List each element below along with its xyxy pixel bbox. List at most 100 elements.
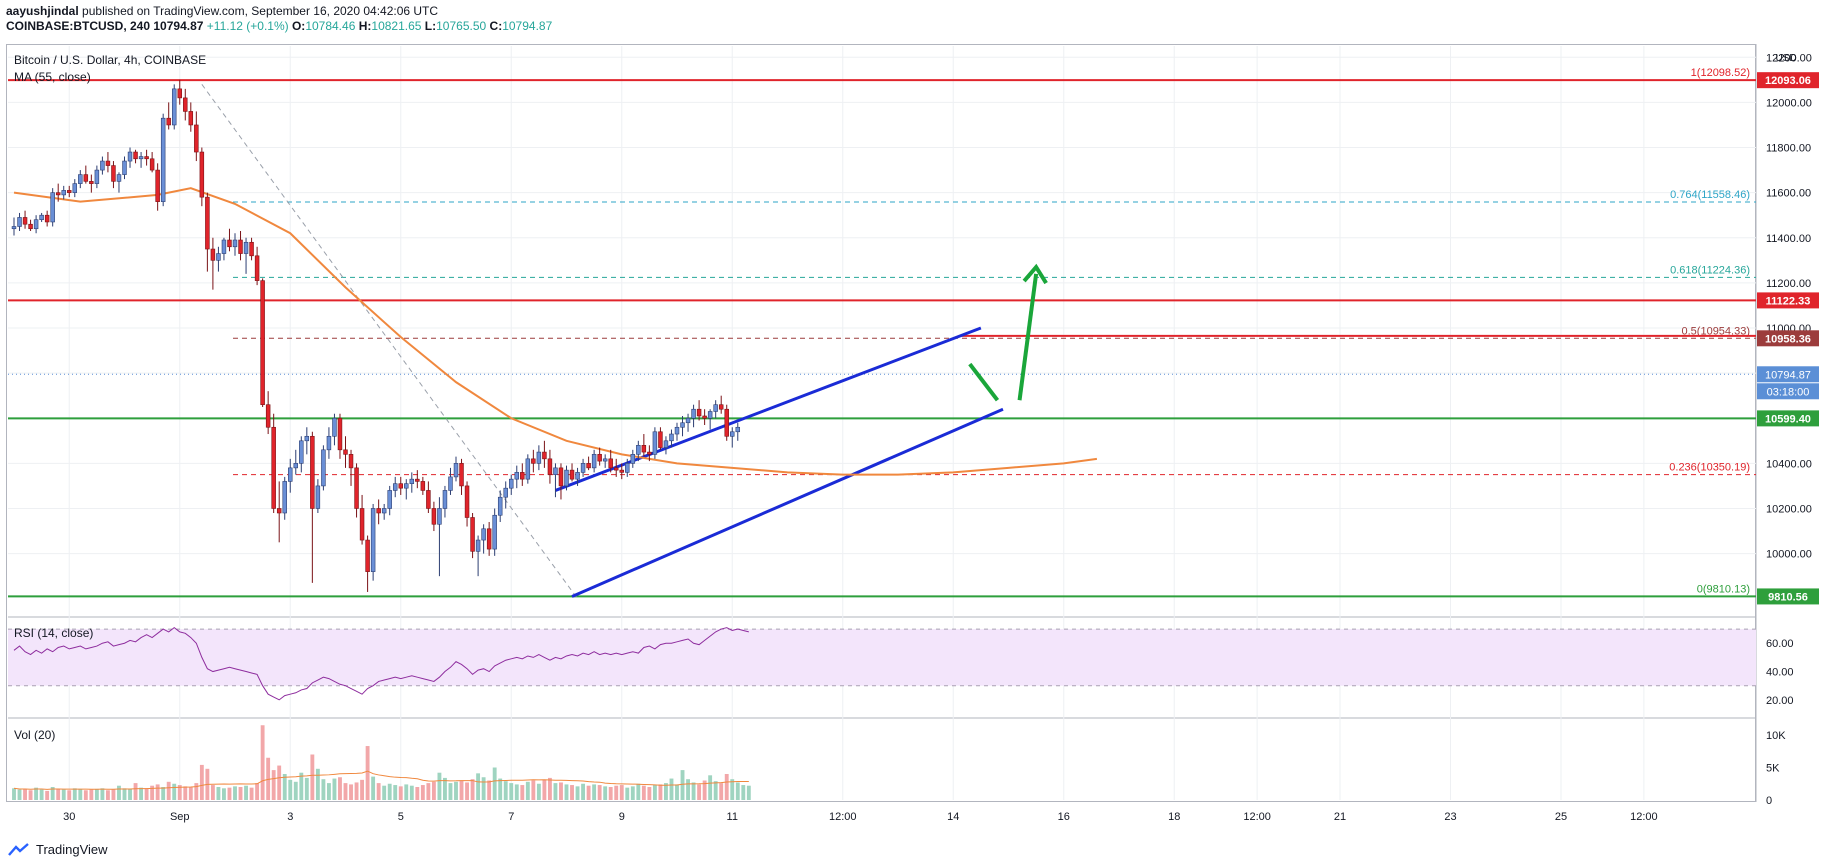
last-price-tag-bg [1757, 366, 1819, 383]
candle-body [39, 214, 44, 221]
volume-bar [161, 787, 166, 800]
volume-bar [338, 777, 342, 800]
candle-body [276, 508, 282, 514]
volume-bar [238, 787, 243, 800]
x-tick-label: 12:00 [1630, 811, 1658, 823]
volume-bar [481, 777, 486, 800]
candle-body [28, 223, 33, 230]
candle-body [696, 408, 702, 417]
candle-body [11, 226, 17, 230]
candle-body [415, 478, 420, 482]
candle-body [89, 181, 94, 184]
candle-body [536, 451, 542, 464]
volume-bar [233, 786, 237, 800]
candle-body [138, 156, 144, 160]
volume-bar [183, 786, 188, 800]
volume-bar [332, 778, 337, 800]
candle-body [470, 517, 475, 552]
volume-bar [581, 783, 586, 800]
volume-bar [641, 785, 646, 800]
volume-bar [702, 780, 707, 800]
candle-body [370, 508, 376, 572]
candle-body [525, 458, 531, 480]
candle-body [569, 469, 575, 480]
volume-bar [448, 783, 453, 800]
volume-bar [17, 789, 22, 800]
candle-body [205, 196, 210, 250]
volume-bar [503, 781, 508, 800]
volume-bar [222, 788, 226, 800]
price-tag-bg [1757, 410, 1819, 427]
volume-bar [326, 783, 331, 800]
tradingview-logo-icon [8, 842, 29, 856]
candle-body [321, 449, 326, 487]
volume-bar [597, 785, 602, 800]
candle-body [326, 435, 332, 451]
candle-body [282, 481, 287, 514]
vol-tick-label: 10K [1766, 730, 1786, 742]
volume-bar [299, 772, 304, 800]
candle-body [647, 451, 652, 455]
volume-bar [89, 789, 94, 800]
candle-body [293, 463, 299, 469]
open-value: 10784.46 [305, 19, 356, 33]
price-tag-label: 10599.40 [1765, 413, 1811, 425]
candle-body [55, 192, 61, 196]
candle-body [575, 472, 580, 480]
rsi-tick-label: 60.00 [1766, 638, 1794, 650]
volume-bar [244, 785, 248, 800]
candle-body [50, 192, 55, 223]
x-tick-label: 23 [1444, 811, 1456, 823]
volume-bar [415, 787, 420, 800]
y-tick-label: 10400.00 [1766, 458, 1812, 470]
volume-bar [669, 778, 674, 800]
candle-body [216, 253, 221, 261]
x-tick-label: 30 [63, 811, 75, 823]
volume-bar [321, 779, 326, 800]
candle-body [17, 217, 22, 227]
x-tick-label: 21 [1334, 811, 1346, 823]
volume-bar [45, 790, 50, 800]
candle-body [718, 404, 724, 410]
level-label: 1(12098.52) [1691, 67, 1750, 79]
volume-bar [730, 779, 735, 800]
volume-bar [94, 788, 99, 800]
volume-bar [465, 782, 469, 800]
drawings [201, 84, 1048, 600]
candle-body [376, 508, 381, 514]
candle-body [707, 411, 713, 419]
volume-bar [360, 779, 365, 800]
author-name[interactable]: aayushjindal [6, 4, 79, 18]
volume-bar [658, 784, 663, 800]
volume-bar [83, 790, 88, 800]
candle-body [724, 408, 729, 437]
last-price-tag-label: 10794.87 [1765, 369, 1811, 381]
x-tick-label: 9 [619, 811, 625, 823]
candle-body [547, 458, 553, 475]
y-tick-label: 12000.00 [1766, 97, 1812, 109]
price-tag-bg [1757, 72, 1819, 89]
candle-body [431, 508, 437, 525]
volume-bar [619, 785, 624, 800]
volume-bar [56, 788, 61, 800]
volume-bar [443, 777, 447, 800]
volume-bar [371, 776, 376, 800]
candle-body [348, 454, 354, 469]
ma55-line [13, 187, 1098, 476]
volume-bar [708, 775, 713, 800]
candle-body [238, 239, 243, 254]
x-tick-label: 12:00 [829, 811, 857, 823]
footer-brand[interactable]: TradingView [8, 842, 108, 857]
x-tick-label: 25 [1555, 811, 1567, 823]
volume-bar [139, 787, 144, 800]
volume-bar [547, 777, 552, 800]
volume-bar [431, 781, 436, 800]
y-tick-label: 11800.00 [1766, 143, 1811, 155]
ma-line [13, 187, 1098, 476]
candle-body [177, 88, 182, 99]
volume-bar [476, 773, 481, 800]
close-value: 10794.87 [502, 19, 553, 33]
volume-bar [520, 785, 525, 800]
volume-bar [210, 785, 215, 800]
